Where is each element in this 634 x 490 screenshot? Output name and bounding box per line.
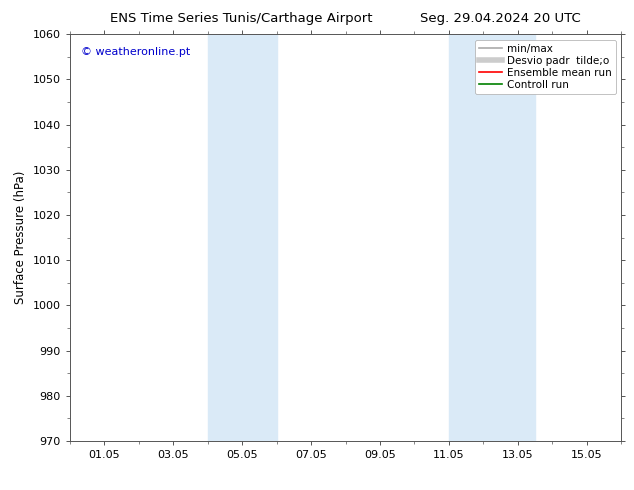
Y-axis label: Surface Pressure (hPa): Surface Pressure (hPa): [14, 171, 27, 304]
Text: ENS Time Series Tunis/Carthage Airport: ENS Time Series Tunis/Carthage Airport: [110, 12, 372, 25]
Legend: min/max, Desvio padr  tilde;o, Ensemble mean run, Controll run: min/max, Desvio padr tilde;o, Ensemble m…: [475, 40, 616, 94]
Bar: [207, 34, 276, 441]
Bar: [449, 34, 535, 441]
Text: Seg. 29.04.2024 20 UTC: Seg. 29.04.2024 20 UTC: [420, 12, 581, 25]
Text: © weatheronline.pt: © weatheronline.pt: [81, 47, 190, 56]
